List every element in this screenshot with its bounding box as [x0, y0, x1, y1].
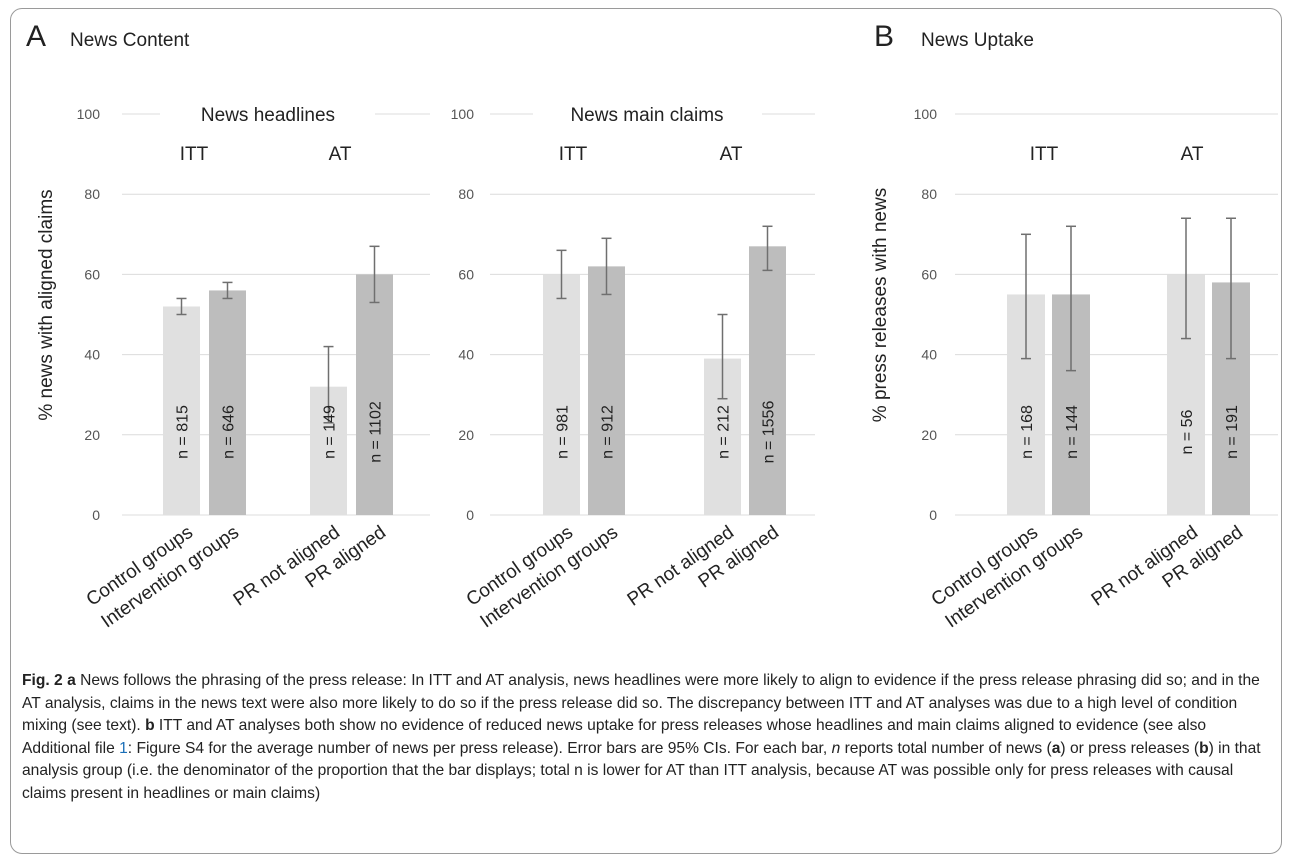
chart1-group-label: ITT [180, 144, 209, 165]
chart1-n-label: n = 149 [322, 405, 339, 459]
chart1-n-label: n = 646 [221, 405, 238, 459]
panel-b-title: News Uptake [921, 30, 1034, 51]
chart2-y-tick-label: 0 [466, 507, 474, 523]
caption-b-letter: b [145, 717, 155, 735]
chart1-subtitle: News headlines [201, 105, 335, 126]
chart3-n-label: n = 191 [1224, 405, 1241, 459]
chart2-n-label: n = 912 [600, 405, 617, 459]
caption-n-italic: n [831, 739, 841, 757]
chart2-bar [749, 246, 786, 515]
caption-a-ref: a [1051, 739, 1061, 757]
chart3-n-label: n = 168 [1019, 405, 1036, 459]
figure-frame [10, 8, 1282, 854]
chart3-y-tick-label: 80 [921, 186, 937, 202]
chart1-bar [163, 306, 200, 515]
chart3-y-tick-label: 20 [921, 427, 937, 443]
chart2-y-tick-label: 60 [458, 266, 474, 282]
caption-a-text: News follows the phrasing of the press r… [22, 672, 1260, 735]
caption-fig-label: Fig. 2 [22, 672, 63, 689]
chart1-y-tick-label: 20 [84, 427, 100, 443]
panel-a-letter: A [26, 20, 46, 53]
chart1-y-tick-label: 80 [84, 186, 100, 202]
chart1-y-tick-label: 60 [84, 266, 100, 282]
caption-b-text5: ) in that analysis group (i.e. the denom… [22, 739, 1261, 802]
chart2-bar [588, 266, 625, 515]
panel-b-letter: B [874, 20, 894, 53]
figure-chart-area: A News Content B News Uptake 0 20 40 60 80 10… [26, 20, 1278, 632]
chart1-y-tick-label: 40 [84, 347, 100, 363]
chart3-group-label: ITT [1030, 144, 1059, 165]
chart2-n-label: n = 1556 [761, 401, 778, 464]
chart2-group-label: AT [720, 144, 743, 165]
chart2-bar [543, 274, 580, 515]
charts-group: 0 20 40 60 80 100 News headlines % news with al… [36, 105, 1278, 632]
chart2-y-tick-label: 20 [458, 427, 474, 443]
caption-b-text: ITT and AT analyses both show no evidenc… [22, 717, 1207, 757]
chart3-n-label: n = 144 [1064, 405, 1081, 459]
chart1-bar [209, 290, 246, 515]
panel-a-title: News Content [70, 30, 190, 51]
chart3-y-tick-label: 100 [914, 106, 938, 122]
caption-b-ref: b [1199, 739, 1209, 757]
chart1-y-tick-label: 100 [77, 106, 101, 122]
caption-b-text3: reports total number of news ( [840, 739, 1052, 757]
chart3-y-axis-label: % press releases with news [870, 188, 891, 422]
chart1-n-label: n = 1102 [368, 401, 385, 463]
chart3-n-label: n = 56 [1179, 409, 1196, 454]
chart2-subtitle: News main claims [570, 105, 723, 126]
chart2-y-tick-label: 40 [458, 347, 474, 363]
chart2-n-label: n = 981 [555, 405, 572, 459]
chart3-group-label: AT [1181, 144, 1204, 165]
caption-additional-file-link[interactable]: 1 [119, 739, 128, 757]
chart3-y-tick-label: 0 [929, 507, 937, 523]
caption-b-text2: : Figure S4 for the average number of ne… [127, 739, 832, 757]
chart2-n-label: n = 212 [716, 405, 733, 459]
chart1-group-label: AT [329, 144, 352, 165]
chart2-y-tick-label: 80 [458, 186, 474, 202]
chart1-y-tick-label: 0 [92, 507, 100, 523]
chart2-y-tick-label: 100 [451, 106, 475, 122]
chart1-bar [356, 274, 393, 515]
figure-caption: Fig. 2 a News follows the phrasing of th… [22, 670, 1274, 806]
chart2-group-label: ITT [559, 144, 588, 165]
chart3-y-tick-label: 40 [921, 347, 937, 363]
chart1-y-axis-label: % news with aligned claims [36, 189, 57, 420]
chart3-y-tick-label: 60 [921, 266, 937, 282]
chart1-n-label: n = 815 [175, 405, 192, 459]
caption-a-letter: a [67, 672, 76, 689]
caption-b-text4: ) or press releases ( [1060, 739, 1200, 757]
